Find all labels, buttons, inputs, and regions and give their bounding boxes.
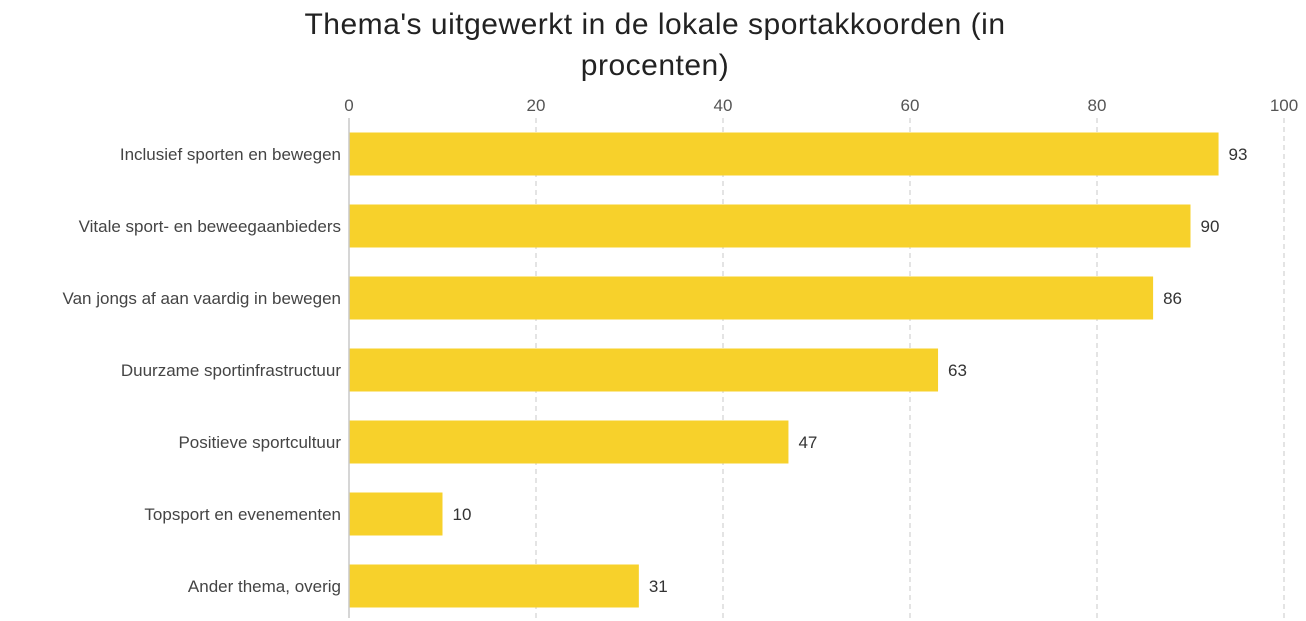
- category-label: Inclusief sporten en bewegen: [120, 145, 341, 164]
- x-tick-label: 20: [527, 96, 546, 115]
- bar: [349, 276, 1154, 320]
- gridlines: [535, 118, 1285, 618]
- x-tick-label: 80: [1088, 96, 1107, 115]
- category-labels: Inclusief sporten en bewegen Vitale sport…: [63, 145, 342, 596]
- x-axis-ticks: 0 20 40 60 80 100: [344, 96, 1298, 115]
- chart-title: Thema's uitgewerkt in de lokale sportakk…: [304, 8, 1005, 82]
- category-label: Ander thema, overig: [188, 577, 341, 596]
- x-tick-label: 0: [344, 96, 353, 115]
- chart-title-line-2: procenten): [581, 49, 729, 82]
- bars: [349, 132, 1219, 608]
- chart-title-line-1: Thema's uitgewerkt in de lokale sportakk…: [304, 8, 1005, 41]
- category-label: Vitale sport- en beweegaanbieders: [79, 217, 341, 236]
- category-label: Topsport en evenementen: [144, 505, 341, 524]
- data-label: 31: [649, 577, 668, 596]
- data-label: 63: [948, 361, 967, 380]
- data-label: 90: [1201, 217, 1220, 236]
- bar: [349, 348, 939, 392]
- data-label: 47: [798, 433, 817, 452]
- bar: [349, 132, 1219, 176]
- category-label: Positieve sportcultuur: [178, 433, 341, 452]
- bar: [349, 204, 1191, 248]
- x-tick-label: 40: [714, 96, 733, 115]
- data-label: 93: [1229, 145, 1248, 164]
- bar: [349, 492, 443, 536]
- data-labels: 93 90 86 63 47 10 31: [453, 145, 1248, 596]
- x-tick-label: 100: [1270, 96, 1298, 115]
- category-label: Van jongs af aan vaardig in bewegen: [63, 289, 342, 308]
- bar: [349, 564, 639, 608]
- data-label: 86: [1163, 289, 1182, 308]
- bar: [349, 420, 789, 464]
- x-tick-label: 60: [901, 96, 920, 115]
- data-label: 10: [453, 505, 472, 524]
- category-label: Duurzame sportinfrastructuur: [121, 361, 341, 380]
